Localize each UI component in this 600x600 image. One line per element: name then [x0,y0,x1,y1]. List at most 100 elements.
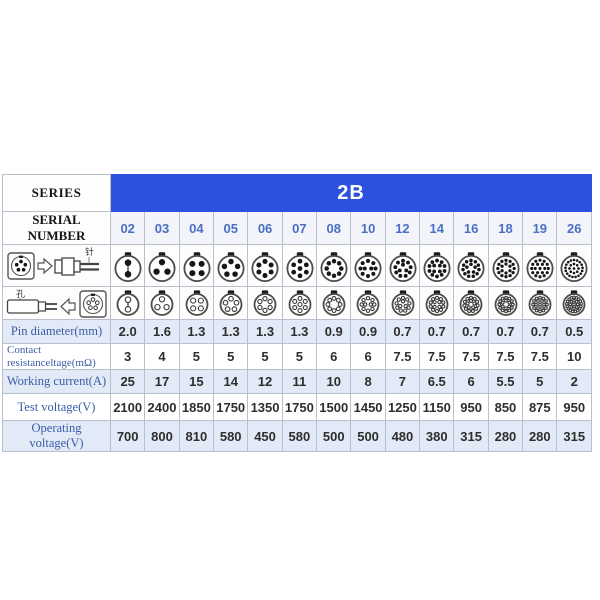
serial-number-12: 12 [384,211,421,245]
value-cell-r3-c19: 875 [522,393,558,421]
female-face-cell-07 [281,286,318,320]
value-cell-r1-c12: 7.5 [384,343,421,370]
value-cell-r3-c10: 1450 [350,393,386,421]
value-cell-r0-c05: 1.3 [213,319,249,344]
value-cell-r3-c02: 2100 [109,393,146,421]
value-cell-r1-c14: 7.5 [419,343,455,370]
connector-face-female-18 [494,290,518,316]
female-face-cell-03 [144,286,180,320]
value-cell-r4-c14: 380 [419,420,455,452]
value-cell-r2-c05: 14 [213,369,249,394]
male-plug-diagram-icon: 针 [6,246,99,280]
spec-row-label-2: Working current(A) [2,369,111,394]
value-cell-r4-c02: 700 [109,420,146,452]
male-face-cell-07 [281,244,318,287]
connector-face-male-06 [251,251,279,282]
value-cell-r0-c12: 0.7 [384,319,421,344]
series-value: 2B [110,174,592,212]
connector-face-male-18 [492,251,520,282]
value-cell-r0-c10: 0.9 [350,319,386,344]
value-cell-r2-c08: 10 [316,369,352,394]
serial-number-07: 07 [281,211,318,245]
connector-face-female-08 [322,290,346,316]
serial-number-label: SERIAL NUMBER [2,211,111,245]
connector-face-male-12 [389,251,417,282]
value-cell-r2-c07: 11 [281,369,318,394]
connector-face-male-02 [114,251,142,282]
connector-face-male-26 [560,251,588,282]
male-face-cell-16 [453,244,489,287]
value-cell-r3-c06: 1350 [247,393,283,421]
value-cell-r0-c04: 1.3 [178,319,215,344]
value-cell-r0-c06: 1.3 [247,319,283,344]
serial-number-04: 04 [178,211,215,245]
value-cell-r4-c19: 280 [522,420,558,452]
connector-face-female-06 [253,290,277,316]
value-cell-r2-c18: 5.5 [487,369,524,394]
serial-number-05: 05 [213,211,249,245]
connector-face-female-12 [391,290,415,316]
value-cell-r0-c16: 0.7 [453,319,489,344]
male-pin-face-row: 针 [2,244,592,287]
value-cell-r1-c26: 10 [556,343,592,370]
female-face-cell-02 [109,286,146,320]
connector-face-male-10 [354,251,382,282]
value-cell-r0-c26: 0.5 [556,319,592,344]
value-cell-r4-c04: 810 [178,420,215,452]
female-face-cell-26 [556,286,592,320]
value-cell-r2-c14: 6.5 [419,369,455,394]
value-cell-r4-c05: 580 [213,420,249,452]
value-cell-r4-c06: 450 [247,420,283,452]
value-cell-r1-c03: 4 [144,343,180,370]
spec-row-label-1: Contact resistanceltage(mΩ) [2,343,111,370]
female-face-cell-14 [419,286,455,320]
spec-row-label-0: Pin diameter(mm) [2,319,111,344]
serial-number-19: 19 [522,211,558,245]
serial-number-06: 06 [247,211,283,245]
value-cell-r2-c10: 8 [350,369,386,394]
male-face-cell-05 [213,244,249,287]
male-face-cell-19 [522,244,558,287]
serial-number-14: 14 [419,211,455,245]
serial-number-02: 02 [109,211,146,245]
connector-spec-table: SERIES 2B SERIAL NUMBER 02 03 04 05 06 07 08 10… [2,174,592,452]
label-line: Pin diameter(mm) [10,324,103,338]
value-cell-r2-c03: 17 [144,369,180,394]
spec-row-3: Test voltage(V) 2100 2400 1850 1750 1350 1750 1… [2,393,592,421]
value-cell-r3-c08: 1500 [316,393,352,421]
female-face-cell-16 [453,286,489,320]
value-cell-r4-c12: 480 [384,420,421,452]
value-cell-r4-c26: 315 [556,420,592,452]
serial-number-16: 16 [453,211,489,245]
connector-face-female-07 [288,290,312,316]
connector-face-female-16 [460,290,483,316]
value-cell-r0-c18: 0.7 [487,319,524,344]
value-cell-r3-c03: 2400 [144,393,180,421]
value-cell-r1-c02: 3 [109,343,146,370]
spec-row-label-4: Operating voltage(V) [2,420,111,452]
connector-face-male-16 [457,251,485,282]
connector-face-male-03 [148,251,176,282]
value-cell-r3-c14: 1150 [419,393,455,421]
label-line: Contact [7,344,42,357]
male-face-cell-14 [419,244,455,287]
male-face-cell-04 [178,244,215,287]
series-row: SERIES 2B [2,174,592,212]
female-face-cell-19 [522,286,558,320]
value-cell-r1-c18: 7.5 [487,343,524,370]
spec-row-label-3: Test voltage(V) [2,393,111,421]
value-cell-r4-c18: 280 [487,420,524,452]
value-cell-r2-c26: 2 [556,369,592,394]
value-cell-r2-c04: 15 [178,369,215,394]
female-face-cell-12 [384,286,421,320]
female-face-cell-08 [316,286,352,320]
female-face-cell-18 [487,286,524,320]
value-cell-r0-c03: 1.6 [144,319,180,344]
label-line: Working current(A) [6,374,107,388]
value-cell-r0-c08: 0.9 [316,319,352,344]
female-socket-diagram-icon: 孔 [6,289,107,318]
serial-number-26: 26 [556,211,592,245]
connector-face-male-14 [423,251,451,282]
value-cell-r1-c10: 6 [350,343,386,370]
